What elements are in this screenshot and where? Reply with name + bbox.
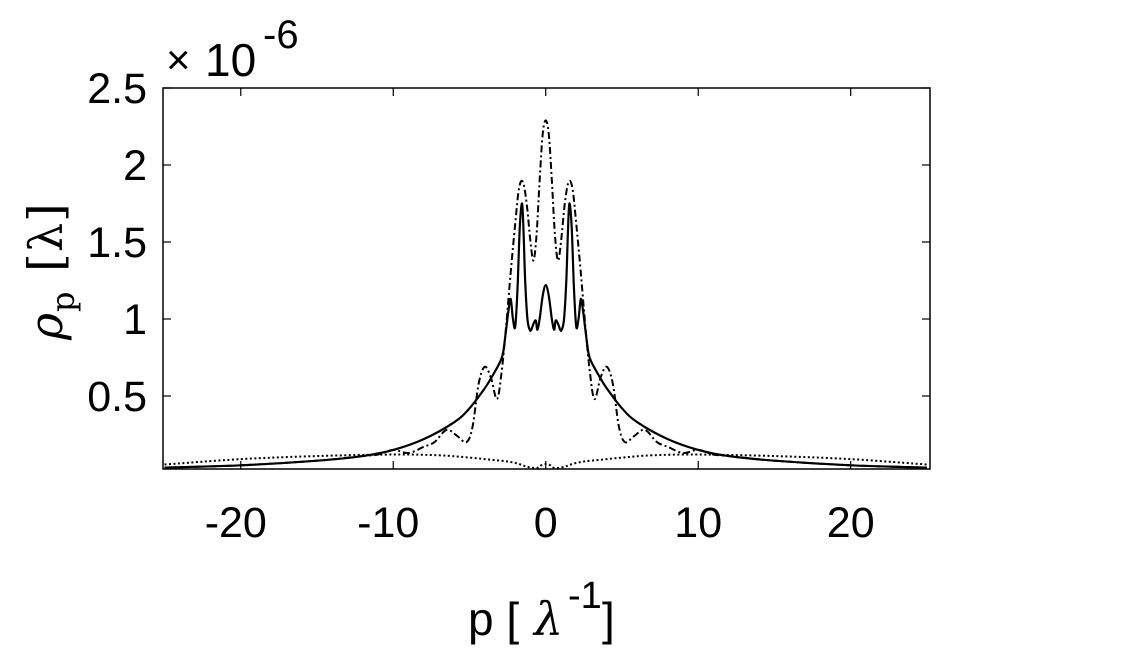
x-label-lambda: λ <box>532 592 563 646</box>
y-tick-labels: 0.5 1 1.5 2 2.5 <box>87 65 147 421</box>
plot-frame <box>162 87 931 470</box>
x-label-superscript: -1 <box>568 575 602 617</box>
y-multiplier-base: 10 <box>205 34 256 86</box>
y-tick-label: 2.5 <box>87 65 147 113</box>
y-tick-label: 2 <box>123 142 147 190</box>
y-tick-label: 1 <box>123 296 147 344</box>
series-line-solid <box>164 202 927 469</box>
y-label-bracket-open: [ <box>18 253 74 272</box>
ticks-layer <box>163 87 930 469</box>
y-tick-label: 1.5 <box>87 219 147 267</box>
y-multiplier-times: × <box>166 36 191 83</box>
x-tick-labels: -20 -10 0 10 20 <box>205 499 875 547</box>
y-label-rho: ρ <box>19 313 73 341</box>
x-tick-label: 10 <box>674 499 722 547</box>
x-label-close: ] <box>602 593 615 645</box>
y-tick-label: 0.5 <box>87 373 147 421</box>
series-line-dash-dot <box>164 119 927 469</box>
y-label-subscript: p <box>44 292 82 312</box>
x-label-main: p [ <box>468 593 519 645</box>
x-tick-label: 20 <box>827 499 875 547</box>
y-axis-label: ρ p [ λ ] <box>18 203 82 341</box>
y-multiplier-exponent: -6 <box>263 13 299 57</box>
y-label-lambda: λ <box>19 223 73 252</box>
y-label-bracket-close: ] <box>18 203 74 222</box>
y-multiplier: × 10 -6 <box>166 13 299 86</box>
x-tick-label: -10 <box>357 499 419 547</box>
series-layer <box>164 119 928 470</box>
x-axis-label: p [ λ -1 ] <box>468 575 615 646</box>
x-tick-label: 0 <box>534 499 558 547</box>
x-tick-label: -20 <box>205 499 267 547</box>
